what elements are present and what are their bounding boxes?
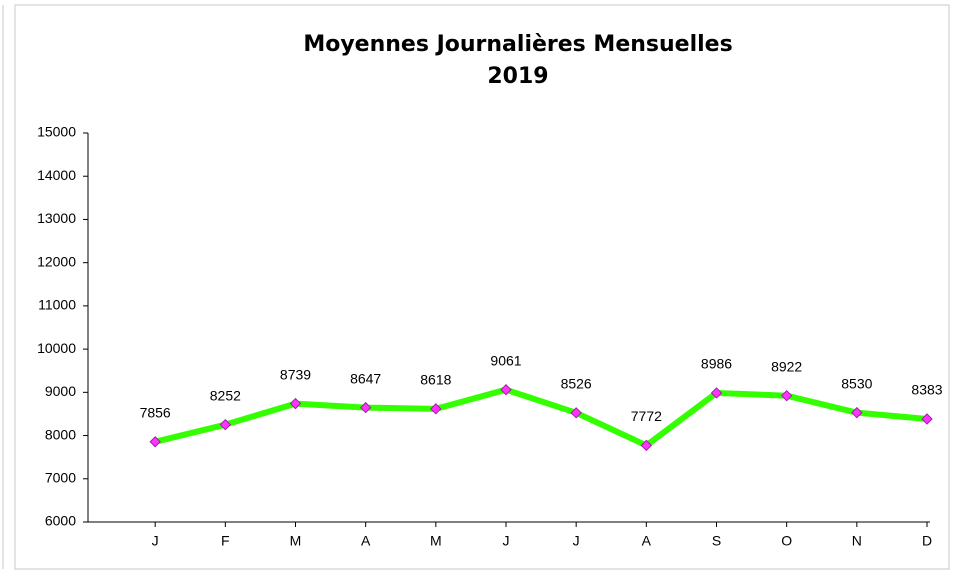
x-tick-label: S [712, 533, 721, 549]
marker [921, 413, 933, 425]
data-label: 8647 [350, 370, 381, 386]
x-tick-label: M [430, 533, 442, 549]
y-tick-label: 15000 [37, 124, 76, 140]
y-tick-label: 13000 [37, 210, 76, 226]
data-label: 9061 [490, 352, 521, 368]
x-tick-label: M [290, 533, 302, 549]
marker [430, 403, 442, 415]
x-tick-label: A [642, 533, 652, 549]
y-tick-label: 10000 [37, 340, 76, 356]
marker [640, 439, 653, 452]
marker [570, 407, 582, 419]
series-line [154, 386, 928, 449]
marker [219, 418, 232, 431]
x-tick-label: N [852, 533, 862, 549]
y-tick-label: 6000 [45, 513, 76, 529]
x-tick-label: J [503, 533, 510, 549]
data-label: 8526 [561, 376, 592, 392]
marker [149, 436, 161, 448]
data-label: 8383 [911, 382, 942, 398]
data-label: 7856 [140, 404, 171, 420]
marker [359, 401, 372, 414]
marker [500, 383, 512, 396]
y-tick-label: 9000 [45, 383, 76, 399]
marker [710, 387, 723, 399]
data-label: 8739 [280, 366, 311, 382]
y-tick-label: 7000 [45, 469, 76, 485]
x-tick-label: J [152, 533, 159, 549]
marker [780, 389, 793, 402]
y-tick-label: 14000 [37, 167, 76, 183]
chart-subtitle: 2019 [487, 64, 548, 89]
x-tick-label: J [573, 533, 580, 549]
chart-title: Moyennes Journalières Mensuelles [303, 32, 732, 57]
data-label: 8986 [701, 356, 732, 372]
data-label: 8252 [210, 387, 241, 403]
x-tick-label: D [922, 533, 932, 549]
marker [851, 406, 863, 419]
x-tick-label: O [781, 533, 792, 549]
y-tick-label: 11000 [38, 297, 76, 313]
y-tick-label: 12000 [37, 253, 76, 269]
y-tick-label: 8000 [45, 426, 76, 442]
marker [289, 397, 302, 410]
data-label: 8922 [771, 358, 802, 374]
chart-frame [14, 4, 950, 570]
data-label: 8530 [841, 375, 872, 391]
data-label: 8618 [420, 372, 451, 388]
x-tick-label: A [361, 533, 371, 549]
x-tick-label: F [221, 533, 230, 549]
data-label: 7772 [631, 408, 662, 424]
